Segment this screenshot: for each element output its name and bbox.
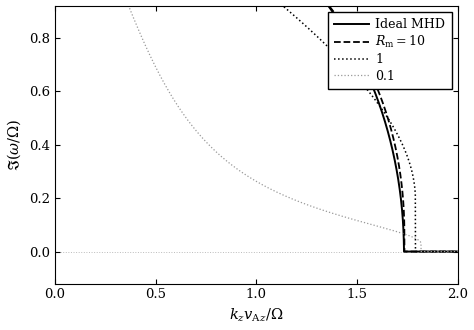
Y-axis label: $\Im(\omega/\Omega)$: $\Im(\omega/\Omega)$	[6, 118, 23, 171]
Legend: Ideal MHD, $R_{\mathrm{m}} = 10$, 1, 0.1: Ideal MHD, $R_{\mathrm{m}} = 10$, 1, 0.1	[328, 12, 452, 89]
X-axis label: $k_z v_{\mathrm{A}z}/\Omega$: $k_z v_{\mathrm{A}z}/\Omega$	[229, 307, 283, 324]
